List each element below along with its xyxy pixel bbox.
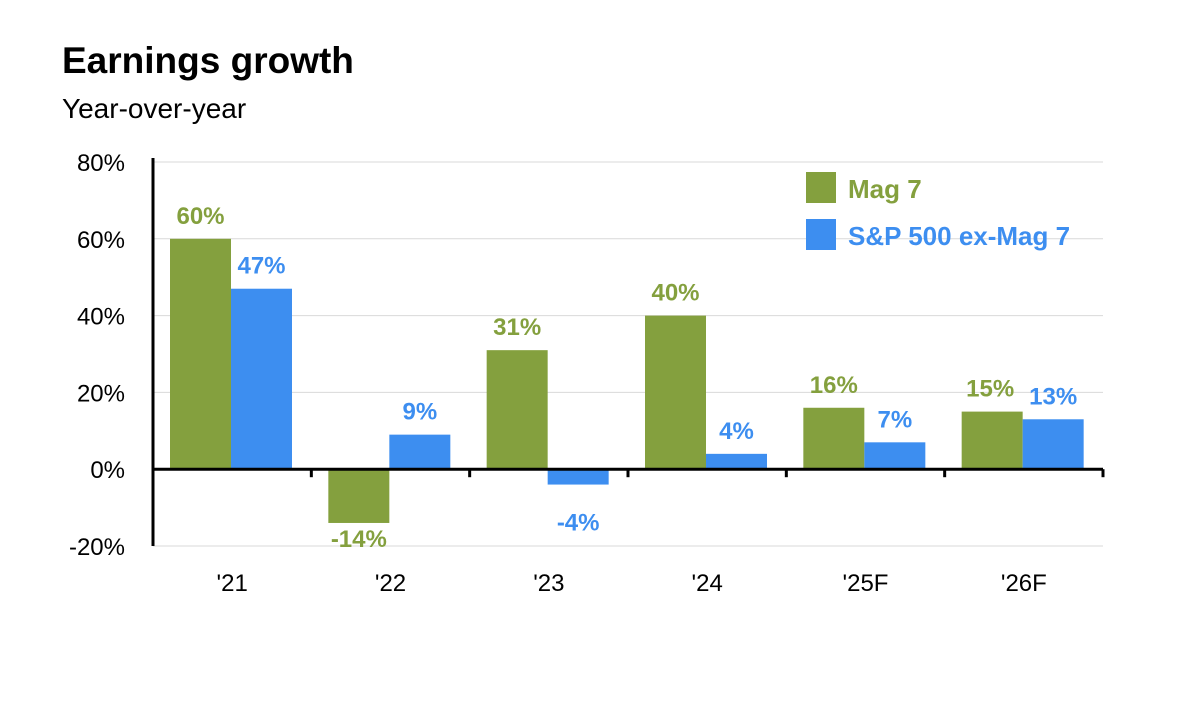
data-label: 7% [877, 406, 912, 433]
x-tick-label: '21 [217, 570, 248, 597]
data-label: 16% [810, 372, 858, 399]
data-label: -14% [331, 526, 387, 553]
axes: 80% 60% 40% 20% 0% -20% '21 '22 '23 '24 '25F '26F [69, 150, 1105, 597]
legend-label: Mag 7 [848, 174, 922, 204]
legend-label: S&P 500 ex-Mag 7 [848, 221, 1070, 251]
chart-subtitle: Year-over-year [62, 93, 247, 124]
bar-mag7 [645, 315, 706, 470]
bar-sp500-ex-mag7 [706, 453, 767, 470]
y-tick-label: 60% [77, 227, 125, 254]
x-tick-label: '22 [375, 570, 406, 597]
x-tick-label: '23 [533, 570, 564, 597]
y-tick-label: 40% [77, 304, 125, 331]
x-tick-label: '24 [692, 570, 723, 597]
x-tick-label: '25F [843, 570, 889, 597]
legend-swatch [806, 219, 836, 250]
data-label: -4% [557, 510, 600, 537]
y-tick-label: -20% [69, 534, 125, 561]
y-tick-label: 80% [77, 150, 125, 177]
gridlines [153, 161, 1103, 547]
legend: Mag 7 S&P 500 ex-Mag 7 [806, 172, 1070, 251]
data-label: 13% [1029, 383, 1077, 410]
bar-sp500-ex-mag7 [389, 434, 451, 470]
y-tick-label: 20% [77, 380, 125, 407]
data-labels: 60% 47% -14% 9% 31% -4% 40% 4% 16% 7% 15% 13% [176, 203, 1077, 553]
bar-mag7 [803, 407, 865, 470]
legend-swatch [806, 172, 836, 203]
bars [170, 238, 1084, 523]
bar-sp500-ex-mag7 [547, 469, 609, 485]
y-tick-label: 0% [90, 457, 125, 484]
bar-sp500-ex-mag7 [864, 442, 926, 470]
bar-mag7 [170, 238, 231, 470]
data-label: 60% [176, 203, 224, 230]
data-label: 15% [966, 376, 1014, 403]
bar-sp500-ex-mag7 [1022, 419, 1084, 470]
bar-mag7 [961, 411, 1023, 470]
bar-sp500-ex-mag7 [231, 288, 292, 470]
bar-mag7 [486, 350, 548, 470]
data-label: 47% [237, 253, 285, 280]
data-label: 9% [402, 399, 437, 426]
data-label: 4% [719, 418, 754, 445]
chart-title: Earnings growth [62, 40, 354, 81]
data-label: 31% [493, 314, 541, 341]
x-tick-label: '26F [1001, 570, 1047, 597]
data-label: 40% [651, 280, 699, 307]
bar-mag7 [328, 469, 390, 523]
